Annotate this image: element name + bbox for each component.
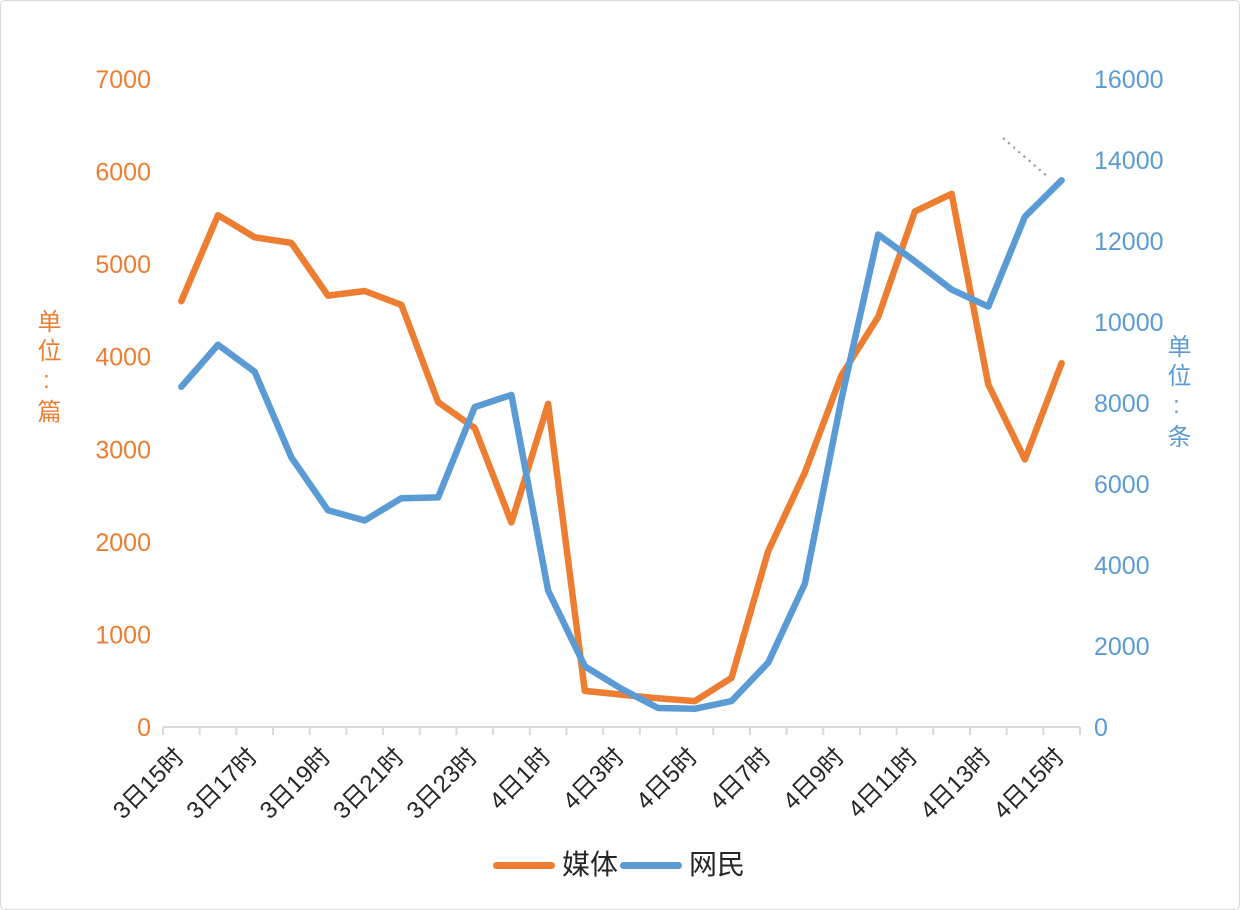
right-axis-title: 单位:条 [1163, 334, 1190, 453]
x-axis-label: 3日15时 [108, 743, 189, 824]
left-axis-title: 单位:篇 [33, 309, 60, 428]
legend-label-netizen: 网民 [689, 849, 746, 880]
right-axis-tick-label: 10000 [1094, 309, 1164, 337]
x-axis-label: 3日17时 [182, 743, 263, 824]
x-axis-label: 4日7时 [705, 743, 777, 815]
x-axis-label: 3日23时 [402, 743, 483, 824]
right-axis-tick-label: 8000 [1094, 390, 1150, 418]
dotted-annotation-line [1002, 137, 1049, 178]
left-axis-tick-label: 5000 [95, 251, 151, 279]
x-axis-label: 3日21时 [328, 743, 409, 824]
x-axis-label: 4日3时 [558, 743, 630, 815]
legend-swatch-media [492, 861, 555, 869]
left-axis-tick-label: 1000 [95, 621, 151, 649]
x-axis-label: 4日9时 [778, 743, 850, 815]
legend-label-media: 媒体 [561, 849, 618, 880]
right-axis-tick-label: 16000 [1094, 66, 1164, 94]
legend: 媒体 网民 [1, 851, 1239, 879]
media-series-line [178, 190, 1065, 705]
netizen-series-line [178, 177, 1065, 713]
x-axis-label: 4日13时 [915, 743, 996, 824]
legend-swatch-netizen [620, 861, 682, 869]
right-axis-tick-label: 2000 [1094, 633, 1150, 661]
left-axis-tick-label: 0 [137, 714, 151, 742]
left-axis-tick-label: 3000 [95, 436, 151, 464]
right-axis-tick-label: 12000 [1094, 228, 1164, 256]
right-axis-tick-label: 14000 [1094, 147, 1164, 175]
right-axis-tick-label: 0 [1094, 714, 1108, 742]
left-axis-tick-label: 7000 [95, 66, 151, 94]
right-axis-tick-label: 6000 [1094, 471, 1150, 499]
x-axis-label: 4日5时 [631, 743, 703, 815]
x-axis-label: 3日19时 [255, 743, 336, 824]
x-axis-label: 4日1时 [484, 743, 556, 815]
right-axis-tick-label: 4000 [1094, 552, 1150, 580]
x-axis-label: 4日11时 [843, 743, 923, 823]
left-axis-tick-label: 6000 [95, 159, 151, 187]
left-axis-tick-label: 4000 [95, 344, 151, 372]
left-axis-tick-label: 2000 [95, 529, 151, 557]
x-axis-label: 4日15时 [989, 743, 1070, 824]
